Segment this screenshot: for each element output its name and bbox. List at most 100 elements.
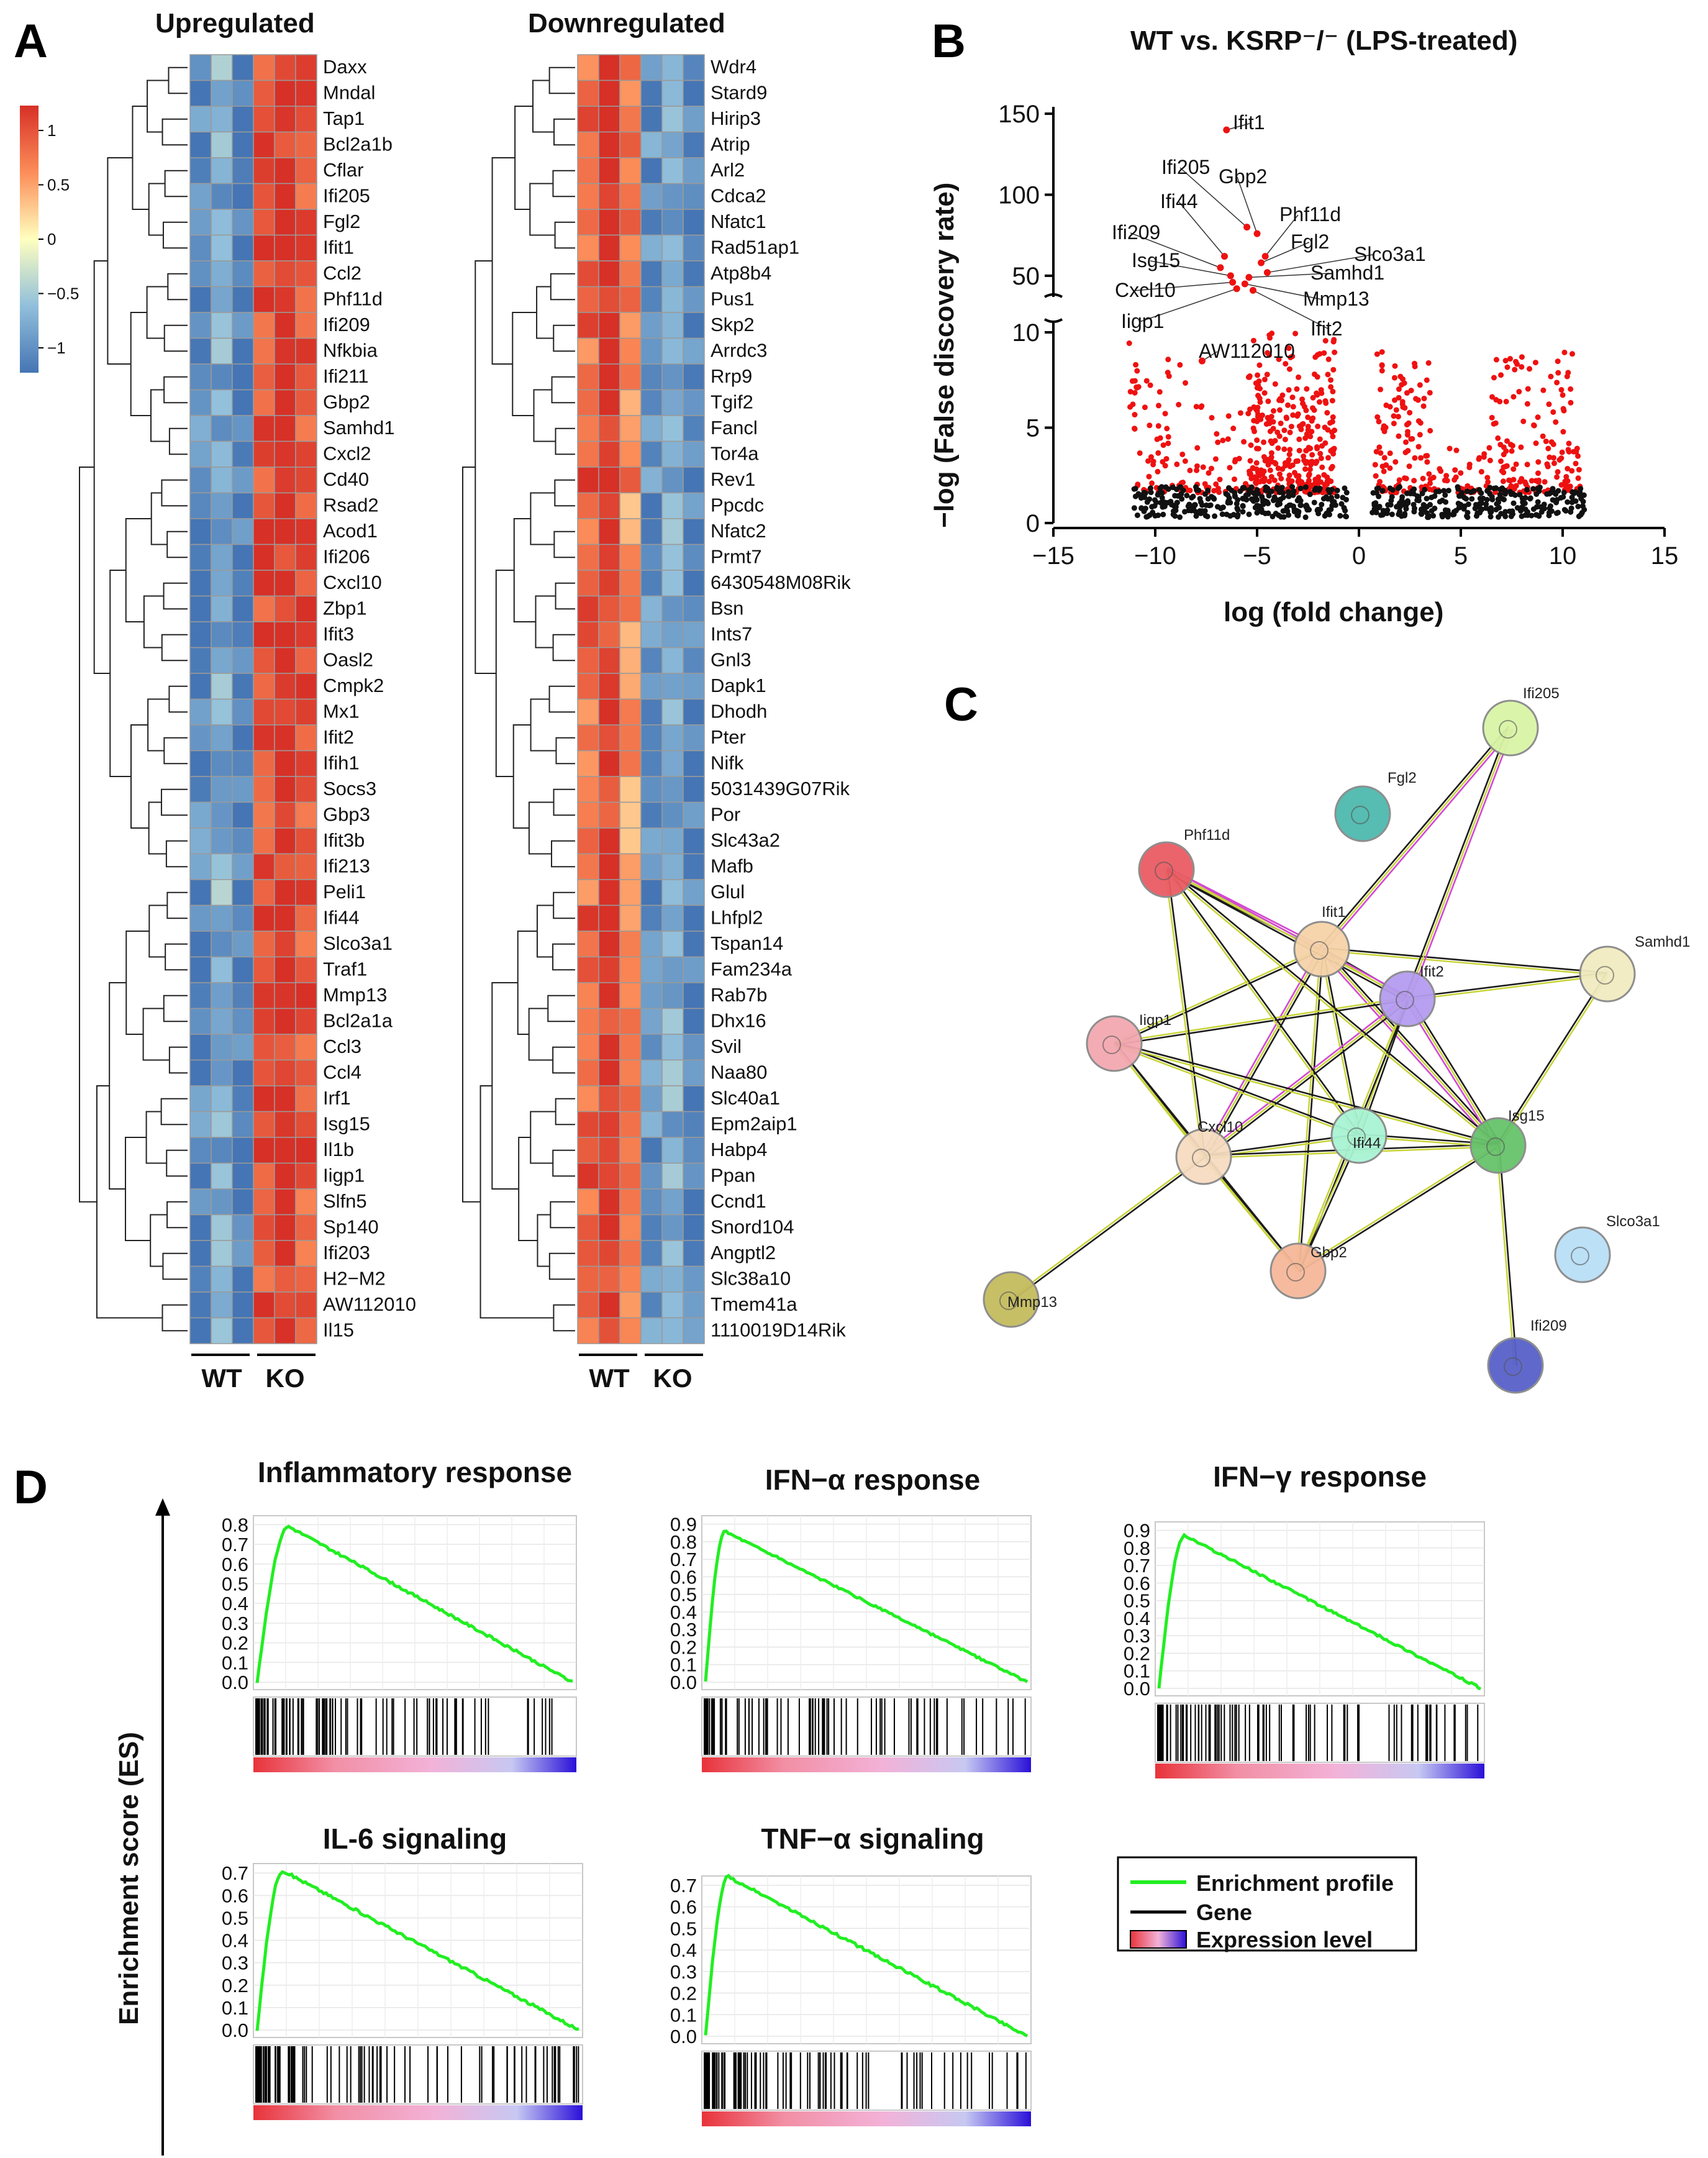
volcano-point-ns <box>1499 495 1505 501</box>
gene-label: Cd40 <box>323 468 369 490</box>
volcano-point-ns <box>1325 487 1332 493</box>
heatmap-cell <box>211 879 233 906</box>
heatmap-cell <box>295 827 317 855</box>
volcano-point-ns <box>1519 513 1525 519</box>
heatmap-cell <box>640 621 663 649</box>
heatmap-cell <box>211 131 233 158</box>
heatmap-cell <box>683 750 705 777</box>
volcano-point-ns <box>1483 505 1489 511</box>
heatmap-cell <box>232 776 254 803</box>
gene-label: Nfatc2 <box>711 520 766 542</box>
enrichment-profile-line <box>704 1873 1029 2037</box>
volcano-point-ns <box>1240 496 1247 502</box>
volcano-point-significant <box>1227 465 1233 471</box>
dendrogram-branch <box>529 183 555 236</box>
heatmap-cell <box>640 647 663 674</box>
volcano-point-significant <box>1301 453 1307 460</box>
volcano-point-ns <box>1494 501 1500 507</box>
up-heatmap-title: Upregulated <box>155 8 315 39</box>
network-node-label: Ifit1 <box>1322 904 1346 921</box>
heatmap-cell <box>598 1214 620 1241</box>
volcano-point-significant <box>1286 345 1292 352</box>
volcano-point-significant <box>1576 467 1582 473</box>
gene-label: Ccl4 <box>323 1061 361 1083</box>
heatmap-cell <box>211 621 233 649</box>
volcano-labeled-point <box>1253 230 1261 237</box>
heatmap-cell <box>619 595 642 622</box>
heatmap-cell <box>274 647 296 674</box>
volcano-point-significant <box>1404 432 1410 438</box>
heatmap-cell <box>577 647 599 674</box>
heatmap-cell <box>683 776 705 803</box>
volcano-point-significant <box>1215 439 1221 445</box>
heatmap-cell <box>640 570 663 597</box>
dendrogram-branch <box>555 427 575 455</box>
heatmap-cell <box>253 544 275 571</box>
heatmap-cell <box>598 1291 620 1319</box>
label-leader <box>1253 289 1330 330</box>
volcano-point-ns <box>1501 488 1507 494</box>
heatmap-cell <box>232 1111 254 1138</box>
network-edge <box>1322 947 1608 974</box>
dendrogram-branch <box>553 324 575 352</box>
heatmap-cell <box>683 1137 705 1164</box>
network-node-label: Phf11d <box>1184 827 1230 844</box>
heatmap-cell <box>598 1085 620 1113</box>
volcano-point-significant <box>1276 471 1283 477</box>
heatmap-cell <box>577 544 599 571</box>
heatmap-cell <box>640 518 663 545</box>
volcano-point-significant <box>1277 396 1283 402</box>
heatmap-cell <box>640 1111 663 1138</box>
heatmap-cell <box>189 106 212 133</box>
volcano-point-ns <box>1132 486 1138 492</box>
heatmap-cell <box>619 131 642 158</box>
volcano-point-significant <box>1306 473 1312 479</box>
dendrogram-branch <box>166 530 188 558</box>
heatmap-cell <box>598 467 620 494</box>
volcano-point-ns <box>1141 490 1147 496</box>
heatmap-cell <box>577 1085 599 1113</box>
network-edge <box>1404 999 1497 1147</box>
heatmap-cell <box>211 1188 233 1216</box>
heatmap-cell <box>189 492 212 519</box>
label-leader <box>1261 242 1310 263</box>
heatmap-cell <box>577 827 599 855</box>
protein-structure-glyph <box>1155 862 1173 880</box>
gene-label: Arl2 <box>711 159 745 181</box>
volcano-point-significant <box>1299 479 1305 485</box>
heatmap-cell <box>640 389 663 416</box>
volcano-point-significant <box>1545 445 1551 452</box>
heatmap-cell <box>640 1188 663 1216</box>
heatmap-cell <box>295 595 317 622</box>
protein-structure-glyph <box>1504 1357 1522 1376</box>
volcano-point-significant <box>1254 418 1260 424</box>
heatmap-cell <box>598 286 620 313</box>
volcano-point-significant <box>1302 435 1309 441</box>
volcano-point-significant <box>1133 362 1139 368</box>
volcano-point-significant <box>1281 427 1288 434</box>
volcano-point-significant <box>1296 436 1302 442</box>
volcano-point-ns <box>1326 511 1332 517</box>
volcano-point-significant <box>1254 385 1260 391</box>
heatmap-cell <box>619 1008 642 1035</box>
heatmap-cell <box>274 776 296 803</box>
dendrogram-branch <box>160 1098 188 1126</box>
volcano-point-significant <box>1391 397 1397 403</box>
dendrogram-branch <box>165 943 188 971</box>
panel-c-letter: C <box>944 678 978 731</box>
legend-expression-swatch <box>1130 1930 1187 1949</box>
heatmap-cell <box>683 956 705 983</box>
volcano-point-ns <box>1399 494 1406 500</box>
heatmap-cell <box>274 286 296 313</box>
volcano-point-significant <box>1484 475 1491 481</box>
heatmap-cell <box>295 1291 317 1319</box>
volcano-point-significant <box>1512 366 1518 373</box>
heatmap-cell <box>619 389 642 416</box>
volcano-point-significant <box>1509 442 1515 448</box>
volcano-point-significant <box>1562 478 1568 485</box>
dendrogram-branch <box>148 183 165 236</box>
expression-level-bar <box>253 2105 583 2120</box>
heatmap-cell <box>274 724 296 752</box>
volcano-point-significant <box>1194 445 1201 451</box>
heatmap-cell <box>640 1317 663 1344</box>
